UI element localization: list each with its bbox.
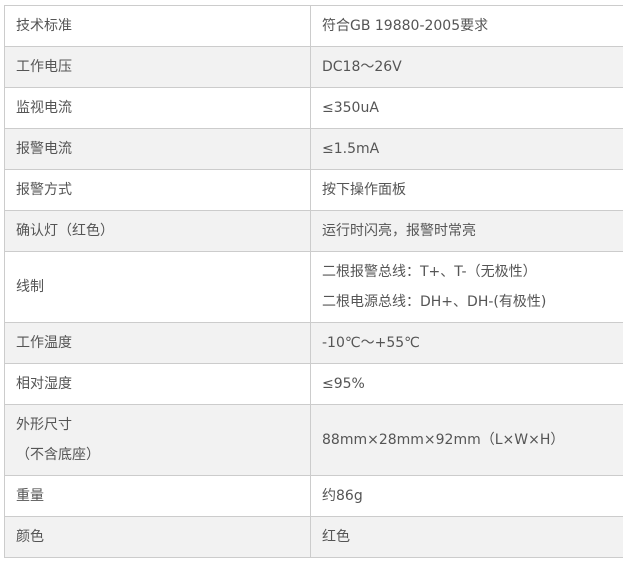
spec-label: 线制 bbox=[4, 251, 311, 323]
table-row: 颜色 红色 bbox=[4, 516, 623, 558]
spec-value: 二根报警总线：T+、T-（无极性） 二根电源总线：DH+、DH-(有极性) bbox=[310, 251, 623, 323]
table-row: 线制 二根报警总线：T+、T-（无极性） 二根电源总线：DH+、DH-(有极性) bbox=[4, 251, 623, 323]
spec-value-line: ≤350uA bbox=[322, 100, 379, 116]
spec-label: 重量 bbox=[4, 475, 311, 517]
spec-label: 确认灯（红色） bbox=[4, 210, 311, 252]
spec-value-line: ≤1.5mA bbox=[322, 141, 380, 157]
spec-value-line: ≤95% bbox=[322, 376, 365, 392]
spec-value: ≤1.5mA bbox=[310, 128, 623, 170]
spec-value: ≤350uA bbox=[310, 87, 623, 129]
table-row: 技术标准 符合GB 19880-2005要求 bbox=[4, 5, 623, 47]
table-row: 重量 约86g bbox=[4, 475, 623, 517]
spec-value: 符合GB 19880-2005要求 bbox=[310, 5, 623, 47]
spec-label: 监视电流 bbox=[4, 87, 311, 129]
spec-label: 外形尺寸 （不含底座） bbox=[4, 404, 311, 476]
spec-value-line: 符合GB 19880-2005要求 bbox=[322, 18, 489, 34]
table-row: 报警电流 ≤1.5mA bbox=[4, 128, 623, 170]
spec-table: 技术标准 符合GB 19880-2005要求 工作电压 DC18～26V 监视电流 ≤35… bbox=[4, 5, 623, 558]
spec-value: 约86g bbox=[310, 475, 623, 517]
spec-value: 按下操作面板 bbox=[310, 169, 623, 211]
spec-label: 技术标准 bbox=[4, 5, 311, 47]
spec-value: DC18～26V bbox=[310, 46, 623, 88]
spec-label-line: （不含底座） bbox=[16, 447, 100, 463]
spec-value-line: 88mm×28mm×92mm（L×W×H） bbox=[322, 432, 565, 448]
spec-value: 运行时闪亮，报警时常亮 bbox=[310, 210, 623, 252]
spec-value-line: 按下操作面板 bbox=[322, 182, 406, 198]
spec-value-line: -10℃～+55℃ bbox=[322, 335, 420, 351]
table-row: 工作温度 -10℃～+55℃ bbox=[4, 322, 623, 364]
table-row: 监视电流 ≤350uA bbox=[4, 87, 623, 129]
spec-value-line: 二根电源总线：DH+、DH-(有极性) bbox=[322, 294, 547, 310]
spec-label: 颜色 bbox=[4, 516, 311, 558]
spec-value-line: 约86g bbox=[322, 488, 363, 504]
spec-value: 红色 bbox=[310, 516, 623, 558]
spec-value-line: 二根报警总线：T+、T-（无极性） bbox=[322, 264, 537, 280]
spec-label: 相对湿度 bbox=[4, 363, 311, 405]
table-row: 报警方式 按下操作面板 bbox=[4, 169, 623, 211]
spec-value: 88mm×28mm×92mm（L×W×H） bbox=[310, 404, 623, 476]
table-row: 相对湿度 ≤95% bbox=[4, 363, 623, 405]
spec-label: 报警方式 bbox=[4, 169, 311, 211]
spec-label: 工作电压 bbox=[4, 46, 311, 88]
table-row: 外形尺寸 （不含底座） 88mm×28mm×92mm（L×W×H） bbox=[4, 404, 623, 476]
table-row: 确认灯（红色） 运行时闪亮，报警时常亮 bbox=[4, 210, 623, 252]
spec-value: ≤95% bbox=[310, 363, 623, 405]
spec-value-line: 运行时闪亮，报警时常亮 bbox=[322, 223, 476, 239]
spec-value: -10℃～+55℃ bbox=[310, 322, 623, 364]
table-row: 工作电压 DC18～26V bbox=[4, 46, 623, 88]
spec-label: 工作温度 bbox=[4, 322, 311, 364]
spec-value-line: DC18～26V bbox=[322, 59, 402, 75]
spec-label-line: 外形尺寸 bbox=[16, 417, 72, 433]
spec-value-line: 红色 bbox=[322, 529, 350, 545]
spec-label: 报警电流 bbox=[4, 128, 311, 170]
